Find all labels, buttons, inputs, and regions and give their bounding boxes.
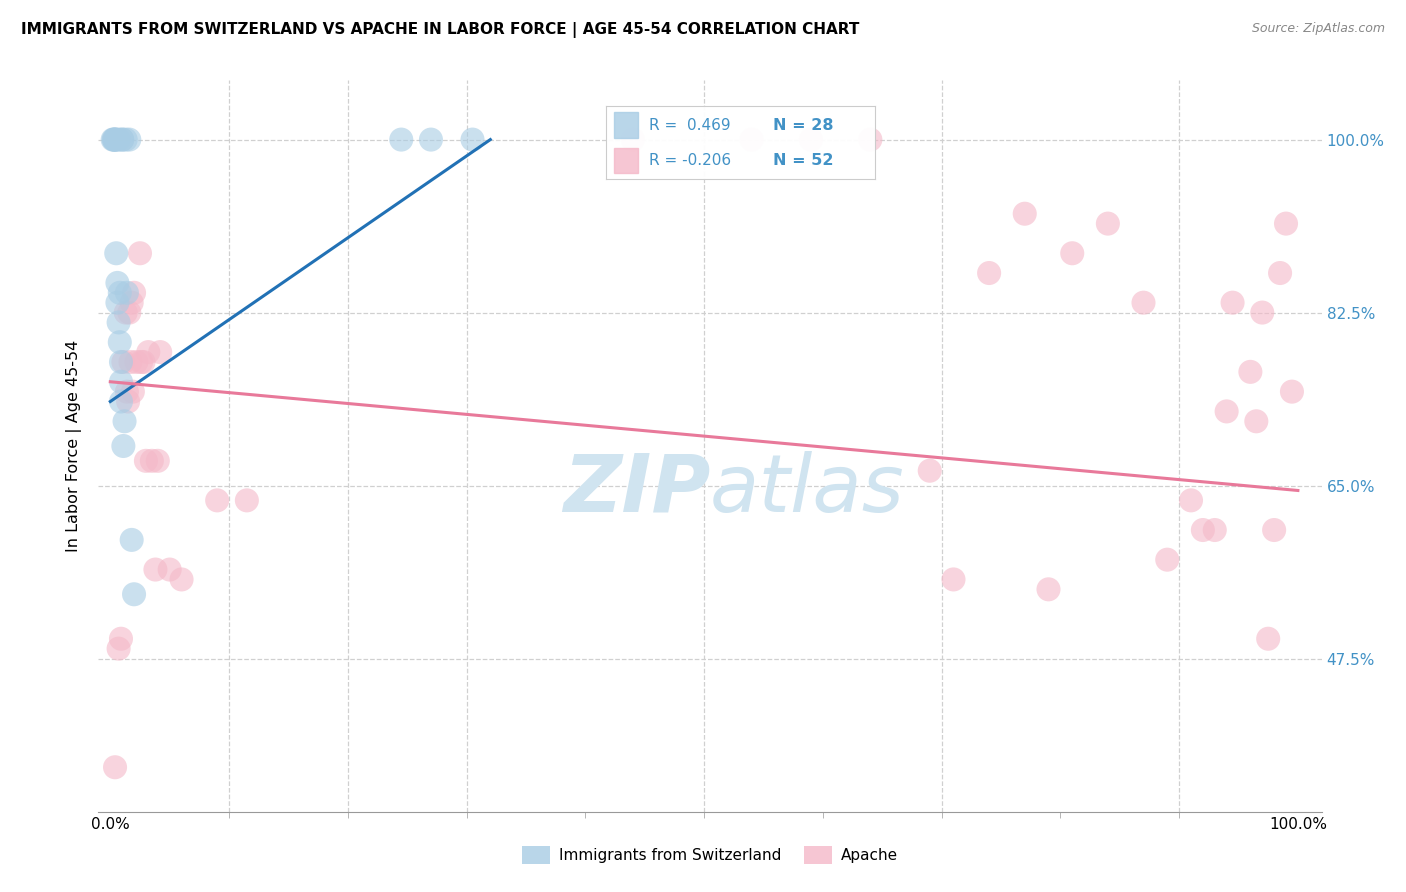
Point: [105, 246, 128, 260]
Point: [136, 345, 159, 359]
Point: [110, 632, 132, 646]
Point: [104, 132, 127, 146]
Point: [389, 132, 412, 146]
Point: [135, 454, 157, 468]
Point: [1192, 523, 1215, 537]
Point: [132, 355, 155, 369]
Point: [741, 132, 763, 146]
Point: [1215, 404, 1237, 418]
Point: [112, 439, 135, 453]
Text: N = 28: N = 28: [773, 118, 834, 133]
Point: [107, 315, 129, 329]
Bar: [614, 112, 638, 138]
Point: [122, 587, 145, 601]
Point: [1263, 523, 1285, 537]
Point: [122, 285, 145, 300]
Point: [1132, 295, 1154, 310]
Point: [1038, 582, 1060, 597]
Point: [1204, 523, 1226, 537]
Point: [104, 760, 127, 774]
Point: [112, 355, 135, 369]
Point: [859, 132, 882, 146]
Point: [236, 493, 259, 508]
Point: [125, 355, 148, 369]
Point: [1097, 217, 1119, 231]
Point: [115, 285, 138, 300]
Text: N = 52: N = 52: [773, 153, 834, 168]
Point: [1239, 365, 1261, 379]
Point: [1062, 246, 1084, 260]
Point: [145, 563, 167, 577]
Point: [205, 493, 228, 508]
Text: Source: ZipAtlas.com: Source: ZipAtlas.com: [1251, 22, 1385, 36]
Bar: [614, 147, 638, 173]
Point: [101, 132, 124, 146]
Point: [110, 355, 132, 369]
Y-axis label: In Labor Force | Age 45-54: In Labor Force | Age 45-54: [66, 340, 83, 552]
Point: [129, 246, 152, 260]
Text: IMMIGRANTS FROM SWITZERLAND VS APACHE IN LABOR FORCE | AGE 45-54 CORRELATION CHA: IMMIGRANTS FROM SWITZERLAND VS APACHE IN…: [21, 22, 859, 38]
Point: [110, 394, 132, 409]
Point: [1281, 384, 1303, 399]
Point: [1268, 266, 1291, 280]
Point: [141, 454, 163, 468]
Point: [114, 132, 136, 146]
Text: ZIP: ZIP: [562, 450, 710, 529]
Point: [1257, 632, 1279, 646]
Point: [107, 132, 129, 146]
Point: [104, 132, 127, 146]
Point: [111, 132, 134, 146]
Point: [121, 384, 143, 399]
Point: [121, 295, 143, 310]
Point: [129, 355, 152, 369]
Point: [118, 305, 141, 319]
Point: [114, 414, 136, 428]
Point: [1156, 552, 1178, 566]
Point: [120, 355, 142, 369]
Point: [107, 276, 129, 290]
Point: [115, 384, 138, 399]
Point: [118, 132, 141, 146]
Text: R = -0.206: R = -0.206: [650, 153, 731, 168]
Point: [108, 285, 131, 300]
Point: [170, 573, 193, 587]
Point: [1246, 414, 1268, 428]
Point: [105, 132, 128, 146]
Text: atlas: atlas: [710, 450, 905, 529]
Point: [942, 573, 965, 587]
Point: [146, 454, 169, 468]
Legend: Immigrants from Switzerland, Apache: Immigrants from Switzerland, Apache: [516, 840, 904, 870]
Point: [1180, 493, 1202, 508]
Point: [1251, 305, 1274, 319]
Point: [121, 533, 143, 547]
Point: [103, 132, 125, 146]
Point: [117, 394, 139, 409]
Point: [111, 132, 134, 146]
Point: [1014, 207, 1036, 221]
Point: [103, 132, 125, 146]
Point: [918, 464, 941, 478]
Point: [800, 132, 823, 146]
Point: [1275, 217, 1298, 231]
Point: [621, 132, 644, 146]
Point: [114, 305, 136, 319]
Point: [110, 375, 132, 389]
Point: [108, 335, 131, 350]
Point: [159, 563, 181, 577]
Point: [149, 345, 172, 359]
Point: [461, 132, 484, 146]
Point: [977, 266, 1000, 280]
Point: [107, 641, 129, 656]
Point: [1222, 295, 1244, 310]
Text: R =  0.469: R = 0.469: [650, 118, 731, 133]
Point: [107, 295, 129, 310]
Point: [420, 132, 443, 146]
